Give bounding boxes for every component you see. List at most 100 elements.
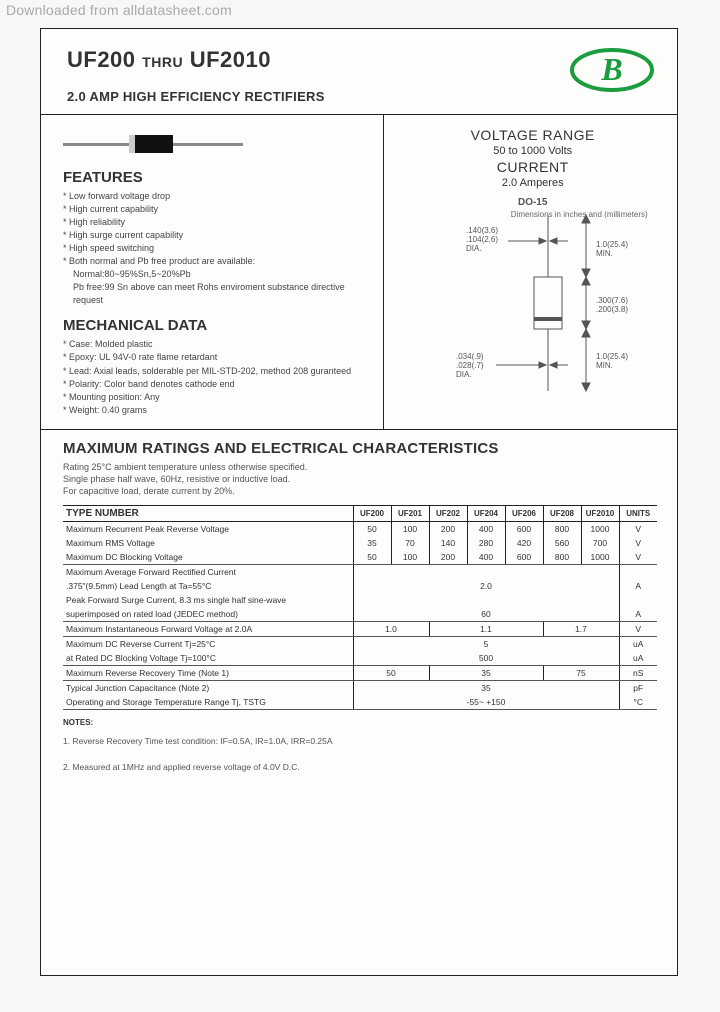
value-cell: 400 [467,522,505,537]
ratings-intro: Rating 25°C ambient temperature unless o… [63,461,657,497]
datasheet-page: UF200 THRU UF2010 2.0 AMP HIGH EFFICIENC… [40,28,678,976]
column-header: UF201 [391,506,429,522]
column-header: UF208 [543,506,581,522]
unit-cell: V [619,550,657,565]
current-title: CURRENT [402,159,663,175]
value-cell: 50 [353,522,391,537]
features-heading: FEATURES [63,169,369,186]
table-row: Maximum RMS Voltage3570140280420560700V [63,536,657,550]
value-cell: 140 [429,536,467,550]
feature-item: Pb free:99 Sn above can meet Rohs enviro… [73,281,369,307]
param-cell: Operating and Storage Temperature Range … [63,695,353,710]
mechanical-heading: MECHANICAL DATA [63,317,369,334]
value-cell: 50 [353,550,391,565]
package-drawing: DO-15 [418,197,648,407]
notes-list: 1. Reverse Recovery Time test condition:… [63,735,657,773]
value-cell: 1.1 [429,622,543,637]
table-row: superimposed on rated load (JEDEC method… [63,607,657,622]
value-cell: 400 [467,550,505,565]
right-column: VOLTAGE RANGE 50 to 1000 Volts CURRENT 2… [384,115,677,429]
package-outline-icon: .140(3.6).104(2.6)DIA. 1.0(25.4)MIN. .30… [418,209,648,405]
table-row: Operating and Storage Temperature Range … [63,695,657,710]
value-cell: 200 [429,550,467,565]
feature-item: Normal:80~95%Sn,5~20%Pb [73,268,369,281]
table-row: Maximum DC Reverse Current Tj=25°C5uA [63,637,657,652]
table-row: Maximum Reverse Recovery Time (Note 1)50… [63,666,657,681]
value-cell: 560 [543,536,581,550]
mechanical-item: Weight: 0.40 grams [63,404,369,417]
svg-text:1.0(25.4)MIN.: 1.0(25.4)MIN. [596,352,628,370]
diode-symbol-icon [63,133,243,155]
svg-text:.140(3.6).104(2.6)DIA.: .140(3.6).104(2.6)DIA. [466,226,498,253]
mid-section: FEATURES Low forward voltage dropHigh cu… [41,115,677,430]
param-cell: Maximum RMS Voltage [63,536,353,550]
value-cell: 5 [353,637,619,652]
column-header: UF200 [353,506,391,522]
param-cell: Maximum Average Forward Rectified Curren… [63,565,353,580]
title-thru: THRU [142,54,183,70]
mechanical-item: Case: Molded plastic [63,338,369,351]
feature-item: Both normal and Pb free product are avai… [63,255,369,268]
value-cell: 35 [353,536,391,550]
brand-logo-icon: B [569,47,655,93]
left-column: FEATURES Low forward voltage dropHigh cu… [41,115,384,429]
unit-cell: uA [619,637,657,652]
mechanical-list: Case: Molded plasticEpoxy: UL 94V-0 rate… [63,338,369,416]
svg-text:.034(.9).028(.7)DIA.: .034(.9).028(.7)DIA. [456,352,484,379]
watermark-text: Downloaded from alldatasheet.com [6,2,232,18]
ratings-section: MAXIMUM RATINGS AND ELECTRICAL CHARACTER… [41,430,677,786]
param-cell: Maximum DC Blocking Voltage [63,550,353,565]
units-header: UNITS [619,506,657,522]
param-cell: Typical Junction Capacitance (Note 2) [63,681,353,696]
param-cell: Maximum Recurrent Peak Reverse Voltage [63,522,353,537]
unit-cell [619,593,657,607]
table-row: Maximum Average Forward Rectified Curren… [63,565,657,580]
svg-text:B: B [600,51,622,87]
value-cell: 700 [581,536,619,550]
unit-cell: nS [619,666,657,681]
value-cell: 800 [543,550,581,565]
unit-cell: A [619,607,657,622]
value-cell: 500 [353,651,619,666]
value-cell: 75 [543,666,619,681]
unit-cell: V [619,622,657,637]
value-cell: 60 [353,607,619,622]
ratings-heading: MAXIMUM RATINGS AND ELECTRICAL CHARACTER… [63,440,657,457]
notes-heading: NOTES: [63,718,657,727]
title-part-right: UF2010 [190,47,271,72]
value-cell: 1.0 [353,622,429,637]
mechanical-item: Mounting position: Any [63,391,369,404]
unit-cell: V [619,536,657,550]
feature-item: Low forward voltage drop [63,190,369,203]
table-row: at Rated DC Blocking Voltage Tj=100°C500… [63,651,657,666]
column-header: UF204 [467,506,505,522]
mechanical-item: Lead: Axial leads, solderable per MIL-ST… [63,365,369,378]
unit-cell: A [619,579,657,593]
value-cell: 280 [467,536,505,550]
param-cell: Maximum Reverse Recovery Time (Note 1) [63,666,353,681]
value-cell: 1.7 [543,622,619,637]
value-cell: 600 [505,522,543,537]
unit-cell: uA [619,651,657,666]
voltage-range-title: VOLTAGE RANGE [402,127,663,143]
value-cell: 100 [391,550,429,565]
svg-text:1.0(25.4)MIN.: 1.0(25.4)MIN. [596,240,628,258]
unit-cell: V [619,522,657,537]
column-header: UF202 [429,506,467,522]
table-row: Typical Junction Capacitance (Note 2)35p… [63,681,657,696]
value-cell: 35 [429,666,543,681]
value-cell [353,565,619,580]
mechanical-item: Polarity: Color band denotes cathode end [63,378,369,391]
param-cell: Peak Forward Surge Current, 8.3 ms singl… [63,593,353,607]
value-cell: 50 [353,666,429,681]
param-cell: .375"(9.5mm) Lead Length at Ta=55°C [63,579,353,593]
table-row: Peak Forward Surge Current, 8.3 ms singl… [63,593,657,607]
title-part-left: UF200 [67,47,136,72]
package-label: DO-15 [418,197,648,208]
voltage-range-value: 50 to 1000 Volts [402,145,663,157]
param-cell: superimposed on rated load (JEDEC method… [63,607,353,622]
mechanical-item: Epoxy: UL 94V-0 rate flame retardant [63,351,369,364]
value-cell: -55~ +150 [353,695,619,710]
column-header: UF206 [505,506,543,522]
param-cell: Maximum DC Reverse Current Tj=25°C [63,637,353,652]
